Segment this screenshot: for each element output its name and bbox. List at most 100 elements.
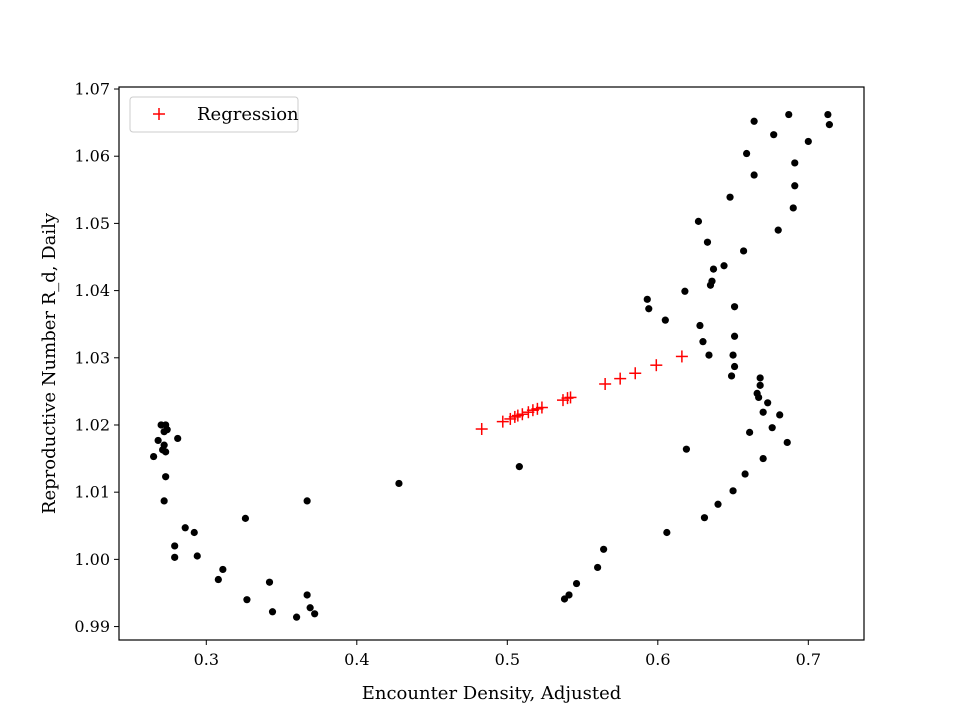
data-point <box>739 247 748 255</box>
data-point <box>726 193 734 201</box>
data-point <box>700 514 709 522</box>
y-tick-label: 1.01 <box>74 483 110 502</box>
data-point <box>746 428 754 436</box>
regression-point <box>650 359 663 372</box>
data-point <box>727 372 736 380</box>
data-point <box>160 441 168 449</box>
data-point <box>759 408 767 416</box>
data-point <box>789 204 797 212</box>
data-point <box>783 438 791 447</box>
data-point <box>682 445 691 453</box>
data-point <box>791 182 799 190</box>
regression-points <box>475 350 688 436</box>
regression-point <box>564 391 577 404</box>
data-point <box>824 110 832 119</box>
data-point <box>162 448 170 456</box>
data-point <box>729 351 737 359</box>
x-axis-label: Encounter Density, Adjusted <box>362 683 622 704</box>
data-point <box>268 608 277 616</box>
data-point <box>720 262 728 270</box>
data-point <box>694 217 703 225</box>
data-point <box>708 277 716 285</box>
data-point <box>163 426 171 434</box>
data-point <box>515 463 523 471</box>
x-tick-label: 0.5 <box>495 650 520 669</box>
y-axis-ticks: 0.99 1.00 1.01 1.02 1.03 1.04 1.05 1.06 1.07 <box>74 80 119 636</box>
data-point <box>730 303 739 311</box>
legend: Regression <box>129 96 299 133</box>
regression-point <box>508 410 521 423</box>
data-point <box>190 528 198 537</box>
data-point <box>214 575 222 584</box>
data-point <box>756 381 764 389</box>
data-point <box>306 604 314 612</box>
data-point <box>243 596 251 604</box>
data-point <box>303 497 311 505</box>
data-point <box>750 117 758 125</box>
legend-box <box>129 96 299 133</box>
data-point <box>730 362 739 371</box>
data-point <box>594 563 602 572</box>
regression-point <box>599 377 612 390</box>
data-point <box>730 332 739 340</box>
data-point <box>755 393 763 402</box>
data-points <box>150 110 833 621</box>
y-tick-label: 1.05 <box>74 214 110 233</box>
y-tick-label: 1.06 <box>74 147 110 166</box>
data-point <box>600 545 608 553</box>
data-point <box>292 613 301 621</box>
data-point <box>171 553 179 561</box>
data-point <box>770 131 778 139</box>
data-point <box>705 351 713 359</box>
x-axis-ticks: 0.3 0.4 0.5 0.6 0.7 <box>194 640 821 669</box>
data-point <box>150 452 158 461</box>
y-tick-label: 1.02 <box>74 415 110 434</box>
data-point <box>171 542 179 550</box>
regression-point <box>516 408 529 421</box>
data-point <box>785 110 793 119</box>
data-point <box>764 399 772 407</box>
data-point <box>759 454 767 463</box>
data-point <box>565 591 573 599</box>
data-point <box>768 424 776 432</box>
data-point <box>661 316 669 324</box>
data-point <box>174 434 182 443</box>
data-point <box>162 473 170 481</box>
legend-regression-marker <box>153 108 165 120</box>
data-point <box>154 436 162 445</box>
data-point <box>311 610 319 618</box>
y-tick-label: 1.00 <box>74 550 110 569</box>
x-tick-label: 0.4 <box>344 650 369 669</box>
y-tick-label: 1.03 <box>74 348 110 367</box>
data-point <box>825 121 833 129</box>
y-tick-label: 1.07 <box>74 80 110 99</box>
data-point <box>703 238 712 246</box>
data-point <box>219 565 227 574</box>
data-point <box>643 295 651 303</box>
y-axis-label: Reproductive Number R_d, Daily <box>39 212 60 514</box>
data-point <box>241 514 250 522</box>
data-point <box>395 479 403 488</box>
data-point <box>572 579 581 588</box>
data-point <box>741 470 749 478</box>
data-point <box>696 321 704 330</box>
data-point <box>699 338 707 346</box>
regression-point <box>614 372 627 385</box>
x-tick-label: 0.3 <box>194 650 219 669</box>
y-tick-label: 0.99 <box>74 617 110 636</box>
plot-area-frame <box>118 86 865 641</box>
data-point <box>774 226 782 234</box>
data-point <box>729 487 737 495</box>
data-point <box>663 528 671 537</box>
data-point <box>193 552 201 560</box>
data-point <box>709 265 718 273</box>
regression-point <box>496 415 509 428</box>
data-point <box>181 524 189 532</box>
legend-plus-icon <box>153 108 165 120</box>
data-point <box>750 171 758 179</box>
data-point <box>645 305 653 313</box>
data-point <box>804 137 812 146</box>
data-point <box>743 149 751 158</box>
regression-point <box>629 367 642 380</box>
